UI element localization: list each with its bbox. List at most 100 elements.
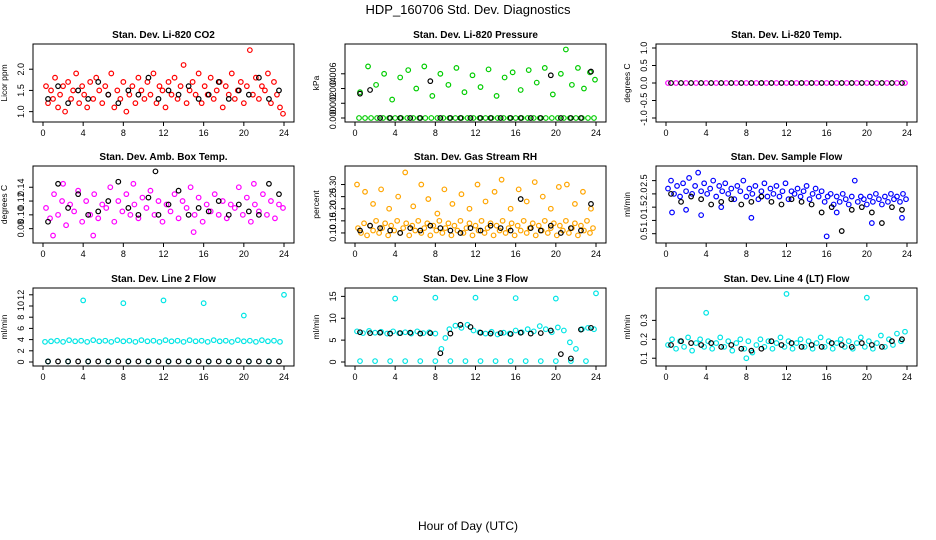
data-point — [815, 193, 822, 200]
y-tick-label: 0.15 — [328, 212, 338, 230]
data-point — [408, 330, 415, 337]
data-point — [858, 340, 865, 346]
data-point — [829, 345, 836, 352]
y-tick-label: 10 — [16, 301, 26, 311]
data-point — [426, 329, 433, 336]
x-tick-label: 16 — [199, 249, 209, 259]
data-point — [585, 324, 591, 331]
x-tick-label: 12 — [470, 372, 480, 382]
data-point — [462, 358, 469, 365]
data-point — [192, 91, 199, 98]
data-point — [493, 222, 500, 229]
data-point — [111, 104, 118, 111]
data-point — [55, 358, 61, 365]
data-point — [778, 80, 785, 86]
data-point — [833, 193, 840, 200]
data-point — [487, 330, 494, 337]
x-tick-label: 16 — [199, 372, 209, 382]
data-point — [198, 100, 205, 107]
data-point — [175, 91, 182, 98]
data-point — [698, 342, 705, 348]
data-point — [768, 80, 775, 86]
y-tick-label: 0.0 — [639, 77, 649, 90]
data-point — [470, 115, 477, 121]
data-point — [669, 209, 675, 216]
data-point — [54, 337, 60, 344]
data-point — [494, 331, 501, 338]
x-tick-label: 24 — [902, 128, 912, 138]
data-point — [769, 345, 776, 352]
data-point — [848, 343, 855, 350]
y-tick-label: 1.0 — [639, 42, 649, 55]
data-point — [281, 291, 287, 298]
data-point — [752, 183, 759, 189]
data-point — [276, 87, 282, 94]
data-point — [76, 100, 83, 107]
data-point — [155, 358, 162, 365]
data-point — [728, 80, 735, 86]
data-point — [515, 186, 522, 193]
x-tick-label: 12 — [158, 128, 168, 138]
data-point — [50, 96, 56, 102]
data-point — [129, 83, 136, 90]
data-point — [718, 204, 725, 211]
data-point — [95, 208, 102, 215]
y-tick-label: 0.20 — [328, 200, 338, 218]
data-point — [239, 211, 246, 218]
data-point — [119, 208, 126, 215]
data-point — [818, 188, 825, 195]
data-point — [198, 337, 205, 344]
data-point — [203, 201, 210, 208]
data-point — [410, 115, 417, 121]
data-point — [713, 340, 720, 346]
data-point — [723, 80, 730, 86]
data-point — [402, 169, 409, 176]
data-point — [788, 80, 795, 86]
series-all — [665, 169, 909, 240]
data-point — [477, 329, 484, 336]
data-point — [703, 80, 710, 86]
y-tick-label: 4 — [16, 337, 26, 342]
data-point — [367, 87, 373, 93]
y-tick-label: -1.0 — [639, 110, 649, 126]
data-point — [380, 115, 387, 121]
data-point — [554, 324, 561, 331]
data-point — [719, 188, 726, 195]
data-point — [803, 80, 810, 86]
data-point — [833, 340, 840, 346]
data-point — [512, 327, 519, 334]
plot-frame — [344, 43, 607, 123]
data-point — [708, 340, 715, 346]
data-point — [587, 230, 593, 236]
data-point — [55, 83, 61, 90]
data-point — [537, 115, 544, 121]
data-point — [195, 96, 202, 102]
data-point — [442, 335, 449, 341]
data-point — [382, 220, 389, 227]
data-point — [377, 329, 384, 336]
data-point — [453, 64, 460, 71]
data-point — [693, 80, 700, 86]
data-point — [90, 232, 97, 239]
data-point — [440, 115, 447, 121]
data-point — [563, 181, 570, 188]
data-point — [797, 336, 804, 343]
data-point — [51, 191, 57, 198]
data-point — [547, 225, 554, 232]
data-point — [144, 338, 151, 345]
data-point — [377, 225, 384, 232]
data-point — [555, 184, 562, 190]
data-point — [731, 196, 738, 203]
data-point — [854, 198, 861, 205]
data-point — [507, 227, 514, 234]
data-point — [255, 211, 262, 218]
data-point — [85, 96, 92, 102]
x-tick-label: 4 — [393, 128, 398, 138]
data-point — [472, 294, 479, 301]
data-point — [434, 115, 441, 121]
data-point — [722, 180, 729, 187]
data-point — [572, 220, 578, 227]
data-point — [868, 209, 875, 216]
data-point — [836, 198, 843, 205]
data-point — [65, 205, 72, 211]
